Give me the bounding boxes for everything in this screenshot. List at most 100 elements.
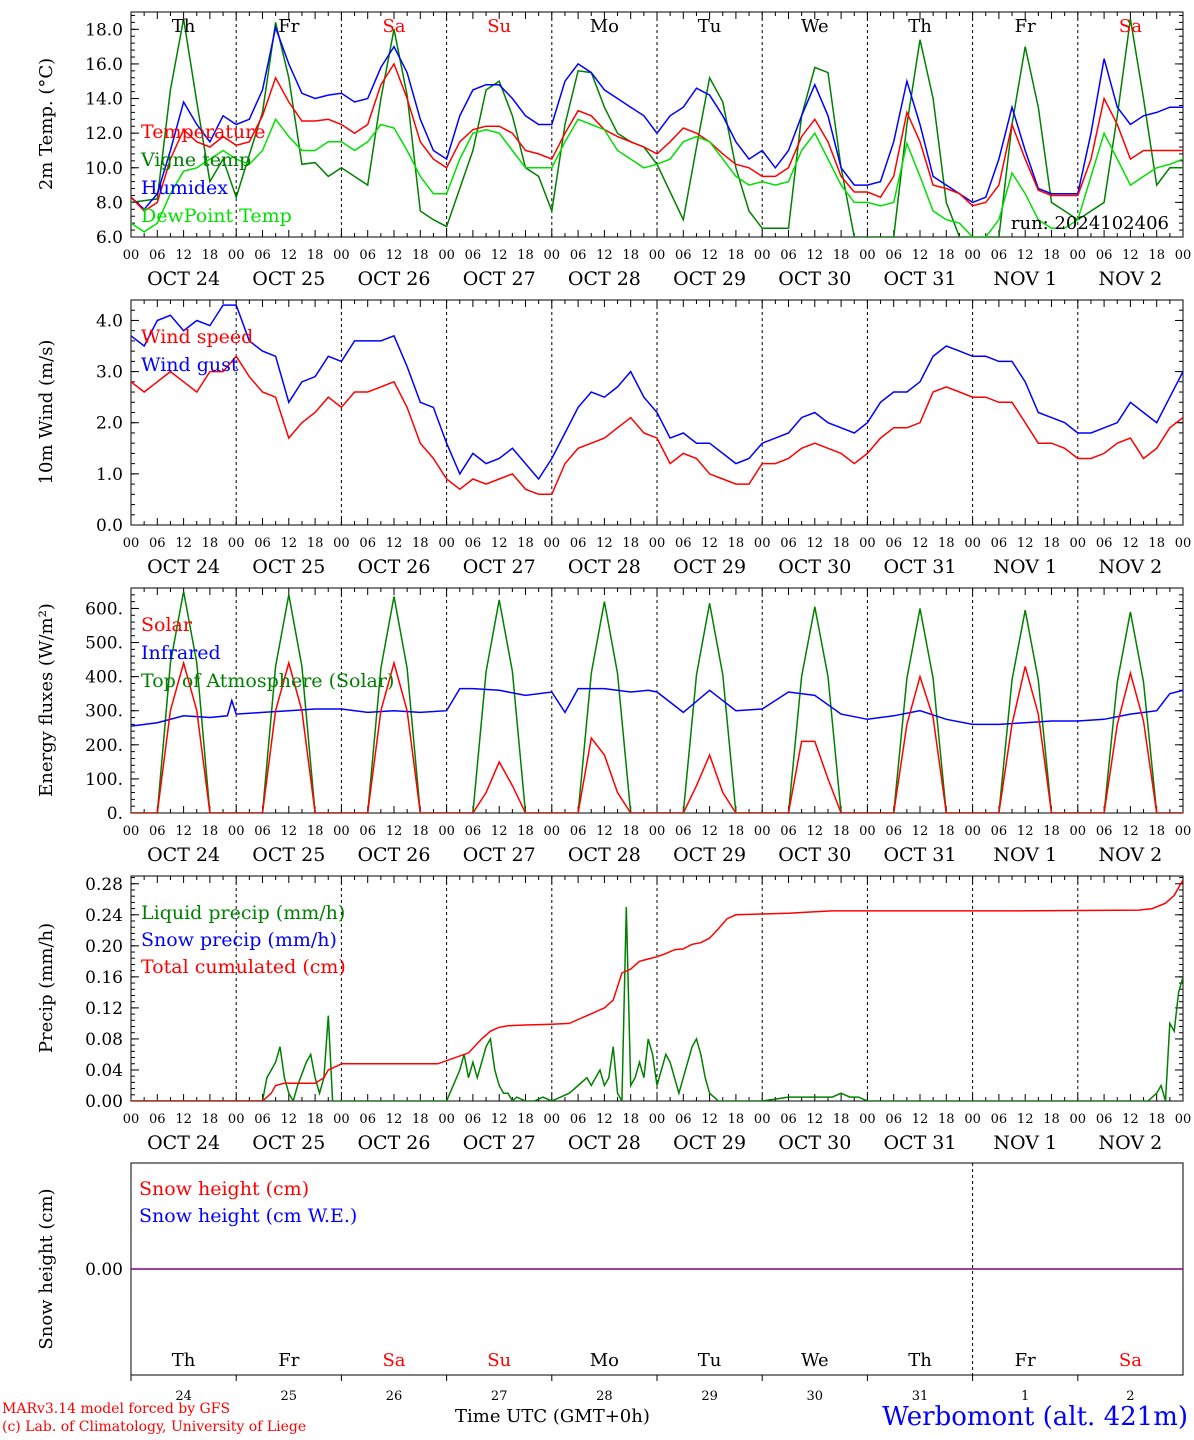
y-tick-label: 10.0	[85, 159, 123, 179]
hour-label: 12	[701, 248, 718, 263]
day-number-label: 31	[912, 1389, 929, 1404]
y-tick-label: 400.	[85, 668, 123, 688]
y-tick-label: 16.0	[85, 55, 123, 75]
date-label: OCT 29	[673, 844, 746, 866]
hour-label: 12	[386, 248, 403, 263]
series-dewpoint-temp	[131, 117, 1183, 237]
hour-label: 18	[517, 1112, 534, 1127]
hour-label: 00	[754, 824, 771, 839]
y-tick-label: 8.0	[96, 193, 123, 213]
date-label: OCT 30	[778, 556, 851, 578]
hour-label: 12	[491, 1112, 508, 1127]
y-tick-label: 3.0	[96, 363, 123, 383]
hour-label: 12	[491, 248, 508, 263]
series-liquid-precip-mm-h-	[131, 906, 1183, 1101]
weekday-label: Fr	[278, 16, 299, 37]
hour-label: 06	[885, 248, 902, 263]
hour-label: 12	[491, 536, 508, 551]
y-axis-title: 10m Wind (m/s)	[36, 340, 57, 485]
hour-label: 00	[859, 536, 876, 551]
date-label: OCT 26	[357, 556, 430, 578]
hour-label: 00	[544, 536, 561, 551]
y-tick-label: 0.24	[85, 906, 123, 926]
legend-total-cumulated-cm-: Total cumulated (cm)	[141, 956, 346, 978]
panel-3: 0. 100. 200. 300. 400. 500. 600. Energy fluxes …	[36, 587, 1192, 866]
hour-label: 00	[1070, 536, 1087, 551]
hour-label: 18	[938, 1112, 955, 1127]
hour-label: 18	[833, 824, 850, 839]
hour-label: 00	[123, 248, 140, 263]
series-temperature	[131, 62, 1183, 212]
hour-label: 12	[1017, 248, 1034, 263]
day-number-label: 30	[807, 1389, 824, 1404]
hour-label: 06	[254, 248, 271, 263]
hour-label: 00	[1070, 824, 1087, 839]
y-tick-label: 0.04	[85, 1061, 123, 1081]
series-vigne-temp	[131, 18, 1183, 237]
hour-label: 06	[780, 824, 797, 839]
hour-label: 18	[307, 824, 324, 839]
hour-label: 06	[991, 1112, 1008, 1127]
y-tick-label: 0.	[107, 804, 123, 824]
date-label: OCT 26	[357, 844, 430, 866]
y-tick-label: 0.16	[85, 968, 123, 988]
hour-label: 00	[964, 248, 981, 263]
date-label: OCT 24	[147, 268, 220, 290]
hour-label: 18	[1043, 536, 1060, 551]
date-label: OCT 28	[568, 1132, 641, 1154]
date-label: OCT 30	[778, 268, 851, 290]
hour-label: 00	[333, 248, 350, 263]
hour-label: 00	[228, 248, 245, 263]
station-name: Werbomont (alt. 421m)	[882, 1402, 1188, 1432]
y-axis-title: Energy fluxes (W/m²)	[36, 603, 57, 797]
weekday-label: Fr	[278, 1350, 299, 1371]
hour-label: 12	[912, 248, 929, 263]
series-humidex	[131, 24, 1183, 211]
date-label: NOV 1	[993, 556, 1057, 578]
legend-dewpoint-temp: DewPoint Temp	[141, 205, 292, 227]
hour-label: 18	[622, 536, 639, 551]
hour-label: 12	[175, 536, 192, 551]
hour-label: 00	[1175, 824, 1192, 839]
hour-label: 06	[465, 248, 482, 263]
hour-label: 12	[1017, 824, 1034, 839]
hour-label: 18	[938, 536, 955, 551]
date-label: OCT 26	[357, 268, 430, 290]
hour-label: 06	[991, 536, 1008, 551]
y-tick-label: 4.0	[96, 311, 123, 331]
y-tick-label: 0.28	[85, 875, 123, 895]
hour-label: 06	[254, 1112, 271, 1127]
plot-frame	[130, 11, 1184, 238]
hour-label: 06	[254, 536, 271, 551]
time-axis-title: Time UTC (GMT+0h)	[455, 1406, 650, 1427]
date-label: OCT 28	[568, 268, 641, 290]
y-tick-label: 100.	[85, 770, 123, 790]
hour-label: 06	[570, 536, 587, 551]
date-label: OCT 30	[778, 844, 851, 866]
hour-label: 12	[596, 248, 613, 263]
hour-label: 12	[386, 1112, 403, 1127]
date-label: OCT 25	[252, 556, 325, 578]
date-label: NOV 1	[993, 844, 1057, 866]
hour-label: 12	[596, 536, 613, 551]
hour-label: 00	[649, 1112, 666, 1127]
hour-label: 06	[465, 1112, 482, 1127]
hour-label: 18	[517, 248, 534, 263]
weekday-label: Th	[908, 1350, 932, 1371]
date-label: OCT 30	[778, 1132, 851, 1154]
hour-label: 00	[964, 1112, 981, 1127]
hour-label: 00	[544, 248, 561, 263]
y-tick-label: 300.	[85, 702, 123, 722]
weekday-label: Sa	[382, 1350, 405, 1371]
hour-label: 12	[175, 248, 192, 263]
legend-solar: Solar	[141, 614, 193, 636]
plot-frame	[130, 587, 1184, 814]
y-tick-label: 6.0	[96, 228, 123, 248]
hour-label: 18	[1043, 1112, 1060, 1127]
hour-label: 12	[912, 1112, 929, 1127]
hour-label: 06	[359, 248, 376, 263]
hour-label: 06	[780, 536, 797, 551]
hour-label: 06	[570, 824, 587, 839]
hour-label: 12	[386, 824, 403, 839]
